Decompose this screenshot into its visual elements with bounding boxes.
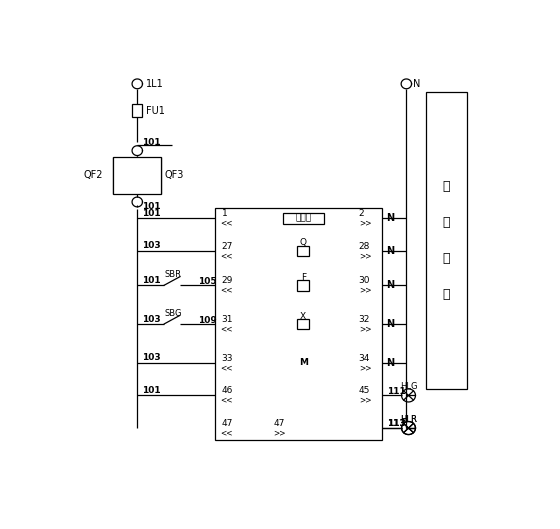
Text: 27: 27: [221, 242, 233, 251]
Text: 控

制

回

路: 控 制 回 路: [443, 180, 450, 301]
Text: 103: 103: [142, 241, 160, 250]
Text: >>: >>: [273, 428, 286, 437]
Text: SBR: SBR: [165, 270, 181, 279]
Bar: [426, 92, 467, 389]
Bar: [216, 208, 382, 440]
Bar: [297, 319, 309, 329]
Text: >>: >>: [360, 396, 372, 405]
Text: <<: <<: [221, 325, 233, 334]
Text: 103: 103: [142, 353, 160, 362]
Text: M: M: [299, 358, 308, 367]
Text: 101: 101: [142, 203, 161, 212]
Text: <<: <<: [221, 251, 233, 260]
Text: 32: 32: [358, 315, 370, 324]
Text: 103: 103: [142, 315, 160, 324]
Text: 29: 29: [221, 277, 233, 286]
Text: <<: <<: [221, 286, 233, 295]
Text: 101: 101: [142, 386, 160, 395]
Text: N: N: [386, 280, 394, 290]
Text: F: F: [301, 273, 306, 282]
Text: FU1: FU1: [146, 106, 165, 116]
Bar: [297, 280, 309, 290]
Text: Q: Q: [300, 239, 307, 248]
Text: 46: 46: [221, 387, 233, 396]
Text: 30: 30: [358, 277, 370, 286]
Text: 2: 2: [358, 209, 364, 218]
Text: >>: >>: [360, 251, 372, 260]
Text: HLG: HLG: [400, 382, 417, 391]
Text: N: N: [386, 246, 394, 256]
Text: HLR: HLR: [400, 415, 417, 424]
Bar: [113, 157, 161, 194]
Text: QF2: QF2: [83, 170, 102, 180]
Text: N: N: [386, 358, 394, 368]
Text: 33: 33: [221, 354, 233, 363]
Text: 47: 47: [221, 419, 233, 428]
Text: >>: >>: [360, 286, 372, 295]
Text: 继电元: 继电元: [295, 214, 311, 223]
Bar: [133, 104, 142, 117]
Text: 1L1: 1L1: [146, 79, 164, 89]
Text: 45: 45: [358, 387, 370, 396]
Text: <<: <<: [221, 363, 233, 372]
Text: >>: >>: [360, 363, 372, 372]
Text: 47: 47: [274, 419, 286, 428]
Text: N: N: [386, 213, 394, 223]
Text: N: N: [413, 79, 421, 89]
Text: 34: 34: [358, 354, 370, 363]
Text: 28: 28: [358, 242, 370, 251]
Text: 101: 101: [142, 138, 161, 147]
Bar: [297, 246, 309, 256]
Text: 111: 111: [387, 387, 405, 396]
Text: <<: <<: [221, 218, 233, 227]
Text: 105: 105: [198, 277, 217, 286]
Text: 1: 1: [221, 209, 227, 218]
Text: SBG: SBG: [165, 309, 182, 318]
Text: 109: 109: [198, 316, 217, 325]
Text: <<: <<: [221, 396, 233, 405]
Text: 113: 113: [387, 419, 405, 428]
Text: 101: 101: [142, 276, 160, 285]
Text: X: X: [300, 312, 306, 321]
Text: >>: >>: [360, 325, 372, 334]
Bar: [283, 213, 324, 224]
Text: QF3: QF3: [165, 170, 184, 180]
Text: <<: <<: [221, 428, 233, 437]
Text: 113: 113: [387, 419, 405, 428]
Text: >>: >>: [360, 218, 372, 227]
Text: 31: 31: [221, 315, 233, 324]
Text: N: N: [386, 319, 394, 329]
Text: 101: 101: [142, 209, 160, 218]
Text: HLR: HLR: [400, 415, 417, 424]
